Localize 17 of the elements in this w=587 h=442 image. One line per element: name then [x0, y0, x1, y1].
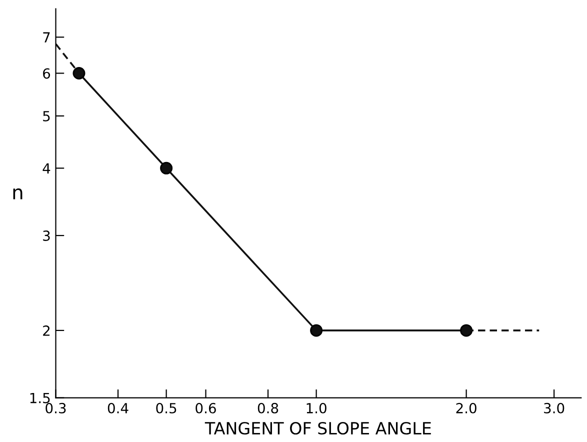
x-tick-label: 3.0	[544, 402, 564, 414]
x-axis-title: TANGENT OF SLOPE ANGLE	[204, 422, 431, 435]
x-tick-label: 0.8	[258, 402, 278, 414]
y-tick-label: 1.5	[30, 392, 50, 404]
y-tick-label: 6	[43, 68, 50, 79]
x-tick-label: 0.6	[196, 402, 216, 414]
y-tick-label: 3	[43, 230, 50, 241]
x-tick-label: 0.3	[46, 402, 66, 414]
y-tick-label: 2	[43, 325, 50, 336]
y-tick-label: 4	[42, 163, 50, 174]
x-tick-label: 0.5	[156, 402, 176, 414]
y-tick-label: 7	[43, 32, 50, 42]
x-tick-label: 0.4	[108, 402, 128, 414]
y-axis-title: n	[13, 188, 22, 200]
y-tick-label: 5	[43, 111, 50, 122]
x-tick-label: 2.0	[456, 402, 476, 414]
x-tick-label: 1.0	[306, 402, 326, 414]
